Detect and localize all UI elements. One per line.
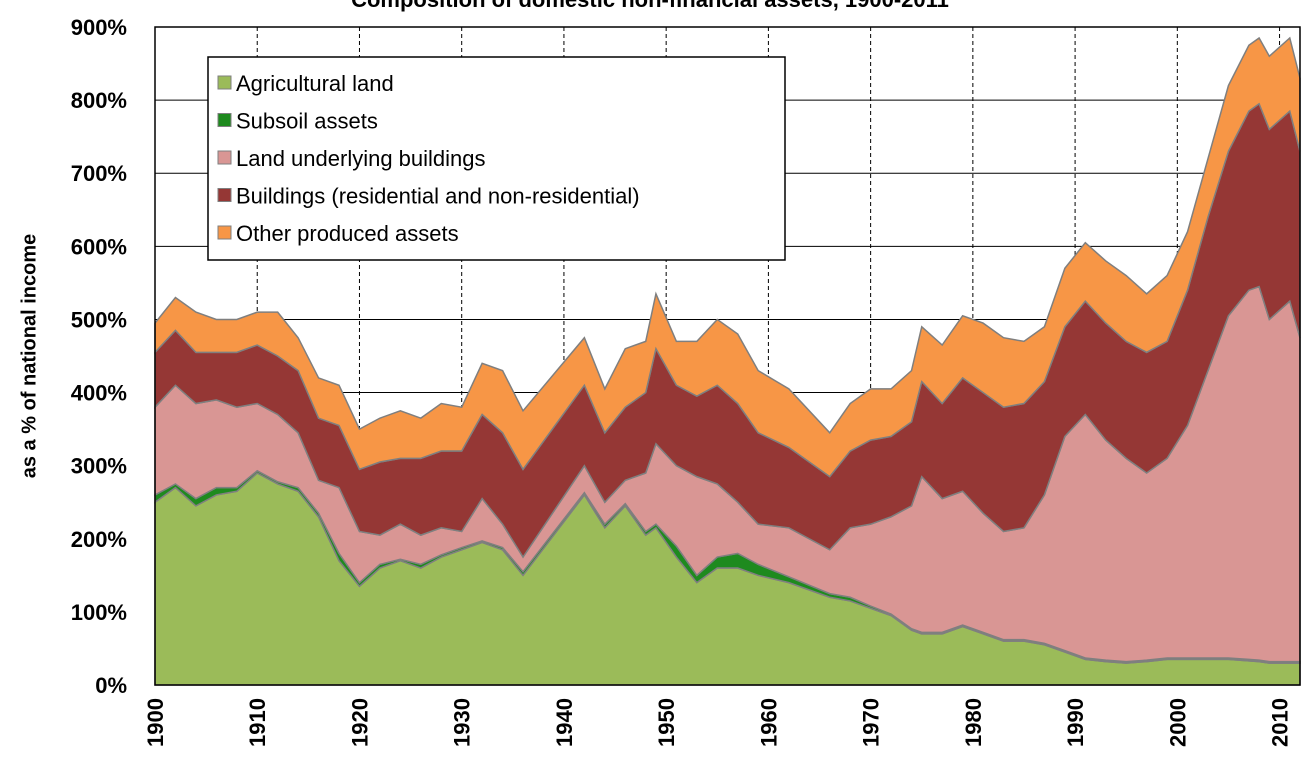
x-tick-label: 2000 xyxy=(1165,698,1190,747)
legend-label: Subsoil assets xyxy=(236,109,378,134)
x-tick-label: 1910 xyxy=(245,698,270,747)
legend-label: Agricultural land xyxy=(236,71,394,96)
x-tick-label: 1980 xyxy=(961,698,986,747)
y-tick-label: 100% xyxy=(71,600,127,625)
y-tick-label: 300% xyxy=(71,454,127,479)
legend-swatch xyxy=(217,225,232,240)
x-tick-label: 1970 xyxy=(859,698,884,747)
plot-border xyxy=(154,26,1301,686)
y-axis-label: as a % of national income xyxy=(18,234,40,479)
x-tick-label: 1950 xyxy=(654,698,679,747)
legend-label: Land underlying buildings xyxy=(236,146,486,171)
x-tick-label: 1940 xyxy=(552,698,577,747)
chart-title: Composition of domestic non-financial as… xyxy=(351,0,949,12)
x-tick-label: 1920 xyxy=(347,698,372,747)
y-tick-label: 400% xyxy=(71,381,127,406)
y-tick-label: 800% xyxy=(71,88,127,113)
legend-label: Buildings (residential and non-residenti… xyxy=(236,184,640,209)
x-tick-label: 1960 xyxy=(756,698,781,747)
legend-swatch xyxy=(217,150,232,165)
y-tick-label: 0% xyxy=(95,673,127,698)
x-tick-label: 1930 xyxy=(450,698,475,747)
x-tick-label: 1900 xyxy=(143,698,168,747)
y-tick-label: 700% xyxy=(71,161,127,186)
legend: Agricultural land Subsoil assets Land unde… xyxy=(207,56,786,261)
legend-box xyxy=(207,56,786,261)
y-tick-label: 600% xyxy=(71,234,127,259)
legend-swatch xyxy=(217,188,232,202)
y-tick-label: 200% xyxy=(71,527,127,552)
legend-label: Other produced assets xyxy=(236,221,459,246)
x-tick-label: 2010 xyxy=(1268,698,1293,747)
y-tick-label: 500% xyxy=(71,307,127,332)
y-tick-label: 900% xyxy=(71,15,127,40)
x-tick-label: 1990 xyxy=(1063,698,1088,747)
legend-swatch xyxy=(217,75,232,90)
legend-swatch xyxy=(217,113,232,127)
